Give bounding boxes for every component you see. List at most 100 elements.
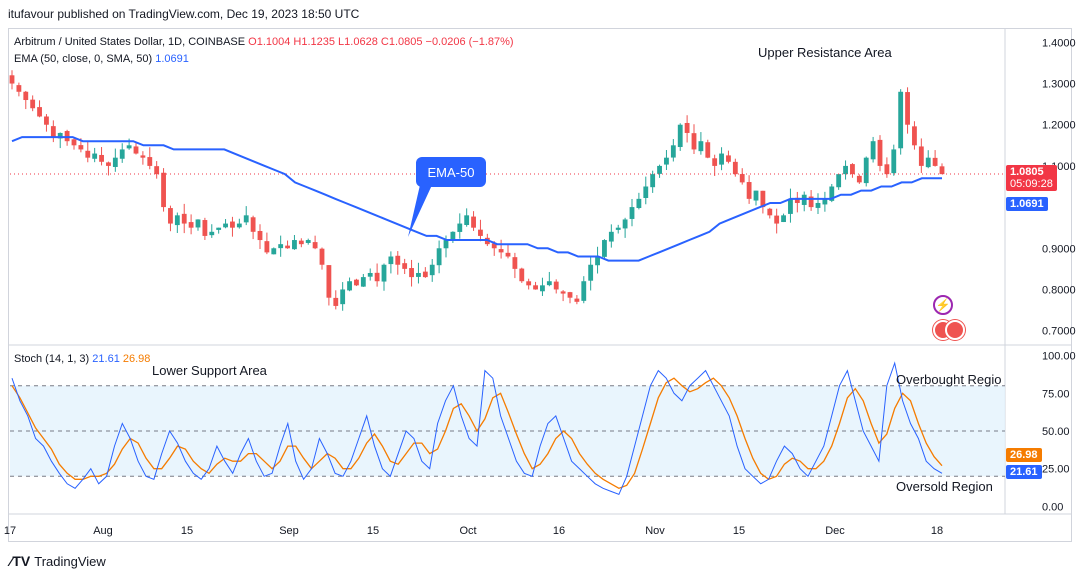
candle-body bbox=[739, 174, 745, 183]
candle-body bbox=[884, 164, 890, 175]
candle-body bbox=[808, 196, 814, 208]
candle-body bbox=[753, 190, 759, 201]
time-tick-label: 18 bbox=[931, 525, 943, 537]
candle-body bbox=[519, 268, 525, 282]
candle-body bbox=[443, 240, 449, 249]
chart-frame bbox=[8, 28, 1072, 542]
candle-body bbox=[250, 217, 256, 232]
candle-body bbox=[843, 165, 848, 175]
candle-body bbox=[760, 190, 766, 208]
candle-body bbox=[932, 157, 938, 166]
candle-body bbox=[898, 91, 904, 149]
candle-body bbox=[161, 172, 166, 208]
candle-body bbox=[381, 264, 387, 282]
stoch-legend: Stoch (14, 1, 3) 21.61 26.98 bbox=[14, 353, 150, 365]
candle-body bbox=[409, 268, 414, 278]
ema-legend: EMA (50, close, 0, SMA, 50) 1.0691 bbox=[14, 53, 189, 65]
ema-callout-pointer bbox=[408, 185, 432, 237]
candle-body bbox=[719, 153, 724, 165]
candle-body bbox=[126, 145, 132, 149]
candle-body bbox=[925, 157, 931, 168]
candle-body bbox=[574, 298, 580, 302]
candle-body bbox=[388, 256, 394, 265]
candle-body bbox=[16, 85, 22, 92]
candle-body bbox=[615, 227, 621, 230]
candle-body bbox=[23, 91, 29, 101]
candle-body bbox=[44, 116, 49, 125]
stoch-tick-label: 75.00 bbox=[1042, 388, 1070, 400]
candle-body bbox=[560, 291, 566, 294]
time-tick-label: 17 bbox=[4, 525, 16, 537]
candle-body bbox=[870, 141, 876, 160]
candle-body bbox=[657, 165, 662, 174]
time-tick-label: 15 bbox=[733, 525, 745, 537]
tradingview-logo[interactable]: ⁄TV TradingView bbox=[10, 553, 106, 569]
candle-body bbox=[319, 248, 325, 265]
lightning-icon[interactable]: ⚡ bbox=[933, 295, 953, 315]
candle-body bbox=[636, 198, 642, 209]
candle-body bbox=[533, 285, 538, 290]
candle-body bbox=[588, 264, 594, 281]
candle-body bbox=[374, 272, 380, 282]
candle-body bbox=[416, 272, 421, 277]
candle-body bbox=[767, 208, 773, 216]
publisher-line: itufavour published on TradingView.com, … bbox=[8, 7, 360, 21]
oversold-label: Oversold Region bbox=[896, 479, 993, 494]
flag-icon-2[interactable] bbox=[945, 320, 965, 340]
candle-body bbox=[856, 175, 862, 183]
candle-body bbox=[939, 166, 945, 175]
candle-body bbox=[147, 157, 153, 166]
ema-value: 1.0691 bbox=[155, 53, 189, 65]
candle-body bbox=[209, 231, 215, 236]
time-tick-label: Aug bbox=[93, 525, 113, 537]
candle-body bbox=[367, 272, 373, 277]
candle-body bbox=[546, 281, 552, 286]
candle-body bbox=[285, 245, 290, 249]
price-tick-label: 0.9000 bbox=[1042, 243, 1076, 255]
stoch-tick-label: 100.00 bbox=[1042, 351, 1076, 363]
time-tick-label: Dec bbox=[825, 525, 845, 537]
stoch-d-value: 26.98 bbox=[122, 353, 151, 365]
candle-body bbox=[50, 126, 56, 138]
stoch-tick-label: 25.00 bbox=[1042, 464, 1070, 476]
candle-body bbox=[677, 124, 683, 148]
stoch-layer bbox=[10, 361, 1005, 496]
candle-body bbox=[850, 164, 855, 175]
candle-body bbox=[202, 220, 208, 236]
stoch-d-tag-value: 26.98 bbox=[1010, 449, 1038, 461]
candle-body bbox=[684, 122, 690, 133]
stoch-d-tag: 26.98 bbox=[1006, 448, 1042, 462]
candle-body bbox=[223, 223, 228, 228]
candle-body bbox=[106, 162, 111, 166]
candle-body bbox=[99, 154, 104, 162]
candle-body bbox=[829, 186, 835, 201]
candle-body bbox=[133, 146, 139, 154]
candle-body bbox=[478, 229, 483, 236]
candle-body bbox=[168, 208, 173, 224]
candle-body bbox=[822, 198, 828, 205]
candle-body bbox=[464, 215, 470, 225]
last-price-value: 1.0805 bbox=[1010, 166, 1044, 178]
ema-callout-label: EMA-50 bbox=[427, 164, 475, 180]
candle-body bbox=[9, 75, 15, 84]
candle-body bbox=[140, 155, 146, 158]
candle-body bbox=[781, 215, 786, 223]
candle-body bbox=[726, 155, 731, 162]
candle-body bbox=[292, 240, 297, 250]
candle-body bbox=[360, 277, 366, 287]
candle-body bbox=[691, 133, 697, 150]
time-tick-label: Oct bbox=[459, 525, 476, 537]
candle-body bbox=[698, 141, 704, 152]
candle-body bbox=[622, 219, 628, 229]
candle-body bbox=[643, 186, 649, 198]
price-tick-label: 0.7000 bbox=[1042, 326, 1076, 338]
candle-body bbox=[112, 157, 118, 167]
ema-label: EMA (50, close, 0, SMA, 50) bbox=[14, 53, 153, 65]
candle-body bbox=[450, 231, 456, 240]
candle-body bbox=[912, 126, 917, 146]
price-tick-label: 1.3000 bbox=[1042, 79, 1076, 91]
stoch-k-tag: 21.61 bbox=[1006, 465, 1042, 479]
candle-body bbox=[581, 281, 587, 301]
overbought-label: Overbought Regio bbox=[896, 372, 1002, 387]
